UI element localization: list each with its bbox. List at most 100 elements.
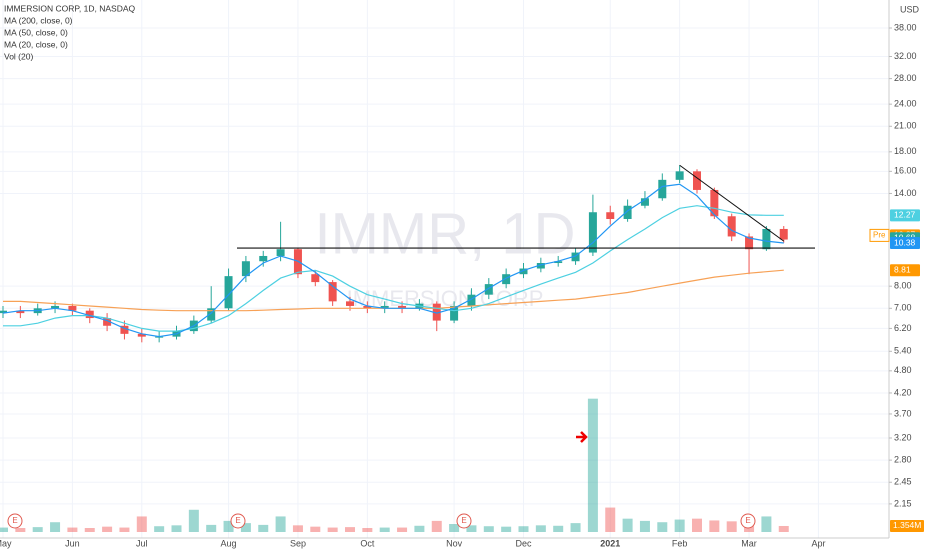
volume-bar <box>32 527 43 532</box>
x-tick-label: Dec <box>515 538 532 548</box>
volume-bar <box>15 528 26 532</box>
earnings-markers: E E E E <box>7 513 756 529</box>
y-tick-label: 2.45 <box>894 477 912 487</box>
volume-bar <box>327 527 338 532</box>
earnings-label: E <box>235 516 240 525</box>
candle-body <box>484 284 493 295</box>
candle-body <box>502 274 511 285</box>
candle-body <box>588 212 597 253</box>
y-tick-label: 4.80 <box>894 365 912 375</box>
candle-body <box>519 268 528 275</box>
y-tick-label: 5.40 <box>894 346 912 356</box>
candle-body <box>606 212 615 220</box>
earnings-marker[interactable] <box>7 513 23 529</box>
y-tick-label: 38.00 <box>894 22 917 32</box>
volume-bar <box>622 518 633 532</box>
y-tick-label: 18.00 <box>894 146 917 156</box>
grid <box>0 0 889 538</box>
volume-bar <box>674 519 685 532</box>
volume-bar <box>449 524 460 532</box>
candle-body <box>241 261 250 277</box>
volume-bar <box>414 525 425 532</box>
x-tick-label: Mar <box>741 538 757 548</box>
price-label-box <box>890 237 920 250</box>
y-tick-label: 2.80 <box>894 455 912 465</box>
candle-body <box>710 189 719 217</box>
candle-body <box>68 305 77 311</box>
y-tick-label: 4.20 <box>894 387 912 397</box>
earnings-label: E <box>12 516 17 525</box>
legend-entry: Vol (20) <box>4 51 33 61</box>
volume-bar <box>709 520 720 532</box>
candle-body <box>346 301 354 306</box>
volume-bar <box>535 525 546 532</box>
x-tick-label: Jun <box>65 538 80 548</box>
volume-bar <box>345 527 355 532</box>
y-tick-label: 3.20 <box>894 432 912 442</box>
volume-bar <box>553 525 564 532</box>
y-tick-label: 8.00 <box>894 281 912 291</box>
price-label: 8.81 <box>894 264 911 274</box>
earnings-label: E <box>745 516 750 525</box>
volume-bar <box>379 527 390 532</box>
volume-bar <box>240 523 251 532</box>
legend-entry: MA (50, close, 0) <box>4 27 68 37</box>
y-tick-label: 7.00 <box>894 303 912 313</box>
volume-bar <box>258 524 269 532</box>
candle-body <box>675 171 684 180</box>
candle-body <box>554 261 563 264</box>
candle-body <box>745 236 754 250</box>
candle-body <box>623 205 632 220</box>
volume-bar <box>397 527 408 532</box>
arrow-annotation <box>576 431 588 443</box>
candle-body <box>51 305 60 309</box>
earnings-marker[interactable] <box>230 513 246 529</box>
x-tick-label: Jul <box>136 538 148 548</box>
x-tick-label: Apr <box>811 538 825 548</box>
legend-entry: MA (20, close, 0) <box>4 39 68 49</box>
legend-entry: MA (200, close, 0) <box>4 15 73 25</box>
candle-body <box>328 282 337 302</box>
price-label-box <box>890 209 920 222</box>
watermark: IMMR, 1D <box>315 201 576 266</box>
price-label: 10.38 <box>894 237 916 247</box>
price-tag: Pre <box>873 230 886 239</box>
volume-bar <box>570 523 581 532</box>
legend-entry: IMMERSION CORP, 1D, NASDAQ <box>4 3 136 13</box>
y-tick-label: 3.70 <box>894 408 912 418</box>
volume-bar <box>223 520 234 532</box>
x-tick-label: 2021 <box>600 538 620 548</box>
candle-body <box>311 274 320 283</box>
candle-body <box>120 325 129 334</box>
x-tick-label: May <box>0 538 12 548</box>
candle-body <box>224 276 233 309</box>
x-tick-label: Sep <box>290 538 306 548</box>
candle-body <box>536 263 545 269</box>
candle-body <box>779 228 788 240</box>
y-tick-label: 2.15 <box>894 498 912 508</box>
volume-bar <box>657 522 668 532</box>
volume-bar <box>292 525 303 532</box>
ma-line <box>3 205 784 332</box>
candle-body <box>467 294 476 306</box>
x-tick-label: Feb <box>672 538 688 548</box>
volume-bar <box>466 525 477 532</box>
candle-body <box>103 318 112 326</box>
earnings-marker[interactable] <box>456 513 472 529</box>
volume-bar <box>188 509 199 532</box>
y-tick-label: 21.00 <box>894 121 917 131</box>
volume-bar <box>136 516 147 532</box>
volume-bar <box>518 526 529 532</box>
volume-bar <box>119 527 130 532</box>
plot <box>0 164 815 532</box>
earnings-marker[interactable] <box>740 513 756 529</box>
volume-bar <box>67 527 78 532</box>
volume-bar <box>206 524 217 532</box>
price-tag-box <box>869 228 890 242</box>
candle-body <box>658 179 667 199</box>
trendline <box>679 164 785 242</box>
volume-bar <box>726 521 737 532</box>
y-tick-label: 28.00 <box>894 73 917 83</box>
volume-bar <box>102 526 113 532</box>
